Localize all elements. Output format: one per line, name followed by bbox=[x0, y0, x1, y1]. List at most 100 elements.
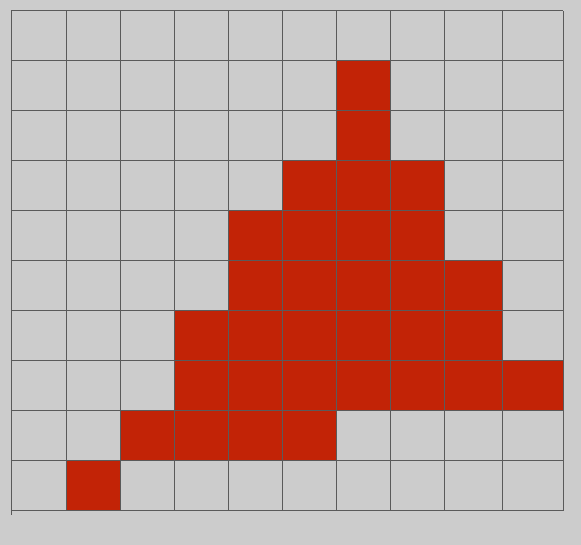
grid-cell-empty[interactable] bbox=[121, 311, 175, 361]
grid-cell-empty[interactable] bbox=[12, 411, 67, 461]
grid-cell-empty[interactable] bbox=[445, 11, 503, 61]
grid-cell-empty[interactable] bbox=[445, 61, 503, 111]
grid-cell-empty[interactable] bbox=[12, 11, 67, 61]
grid-cell-filled[interactable] bbox=[391, 311, 445, 361]
grid-cell-empty[interactable] bbox=[503, 211, 564, 261]
grid-cell-empty[interactable] bbox=[503, 61, 564, 111]
grid-cell-empty[interactable] bbox=[12, 261, 67, 311]
grid-cell-empty[interactable] bbox=[229, 61, 283, 111]
grid-cell-filled[interactable] bbox=[337, 161, 391, 211]
grid-cell-filled[interactable] bbox=[283, 411, 337, 461]
grid-cell-filled[interactable] bbox=[283, 161, 337, 211]
grid-cell-empty[interactable] bbox=[67, 411, 121, 461]
grid-cell-empty[interactable] bbox=[229, 161, 283, 211]
grid-cell-empty[interactable] bbox=[445, 411, 503, 461]
grid-cell-filled[interactable] bbox=[391, 261, 445, 311]
grid-cell-filled[interactable] bbox=[229, 361, 283, 411]
grid-cell-empty[interactable] bbox=[283, 461, 337, 511]
grid-cell-empty[interactable] bbox=[445, 161, 503, 211]
grid-cell-filled[interactable] bbox=[445, 361, 503, 411]
grid-cell-filled[interactable] bbox=[229, 211, 283, 261]
grid-cell-filled[interactable] bbox=[391, 361, 445, 411]
grid-cell-empty[interactable] bbox=[67, 211, 121, 261]
grid-cell-empty[interactable] bbox=[391, 11, 445, 61]
grid-cell-empty[interactable] bbox=[503, 311, 564, 361]
grid-cell-empty[interactable] bbox=[121, 161, 175, 211]
grid-cell-filled[interactable] bbox=[175, 311, 229, 361]
grid-cell-filled[interactable] bbox=[229, 311, 283, 361]
grid-cell-empty[interactable] bbox=[67, 61, 121, 111]
grid-cell-filled[interactable] bbox=[445, 311, 503, 361]
grid-cell-empty[interactable] bbox=[503, 161, 564, 211]
grid-cell-empty[interactable] bbox=[175, 111, 229, 161]
grid-cell-empty[interactable] bbox=[121, 111, 175, 161]
grid-cell-empty[interactable] bbox=[12, 361, 67, 411]
grid-cell-empty[interactable] bbox=[503, 411, 564, 461]
grid-cell-filled[interactable] bbox=[175, 411, 229, 461]
grid-cell-filled[interactable] bbox=[337, 211, 391, 261]
grid-cell-empty[interactable] bbox=[12, 161, 67, 211]
grid-cell-filled[interactable] bbox=[391, 211, 445, 261]
grid-cell-filled[interactable] bbox=[229, 261, 283, 311]
grid-cell-filled[interactable] bbox=[121, 411, 175, 461]
grid-cell-filled[interactable] bbox=[503, 361, 564, 411]
grid-cell-empty[interactable] bbox=[337, 411, 391, 461]
grid-cell-empty[interactable] bbox=[67, 361, 121, 411]
grid-cell-filled[interactable] bbox=[337, 261, 391, 311]
grid-cell-empty[interactable] bbox=[503, 261, 564, 311]
grid-cell-empty[interactable] bbox=[67, 111, 121, 161]
grid-cell-empty[interactable] bbox=[12, 111, 67, 161]
grid-cell-empty[interactable] bbox=[283, 61, 337, 111]
grid-cell-empty[interactable] bbox=[337, 11, 391, 61]
grid-cell-filled[interactable] bbox=[337, 361, 391, 411]
grid-cell-empty[interactable] bbox=[391, 411, 445, 461]
grid-cell-empty[interactable] bbox=[175, 61, 229, 111]
grid-cell-empty[interactable] bbox=[445, 211, 503, 261]
grid-cell-empty[interactable] bbox=[175, 161, 229, 211]
grid-cell-empty[interactable] bbox=[121, 11, 175, 61]
grid-cell-filled[interactable] bbox=[283, 211, 337, 261]
grid-cell-empty[interactable] bbox=[175, 211, 229, 261]
grid-cell-empty[interactable] bbox=[12, 211, 67, 261]
grid-cell-empty[interactable] bbox=[391, 111, 445, 161]
grid-cell-filled[interactable] bbox=[283, 261, 337, 311]
grid-cell-empty[interactable] bbox=[12, 311, 67, 361]
grid-cell-empty[interactable] bbox=[445, 461, 503, 511]
grid-cell-empty[interactable] bbox=[12, 61, 67, 111]
grid-cell-empty[interactable] bbox=[67, 261, 121, 311]
grid-cell-filled[interactable] bbox=[229, 411, 283, 461]
grid-cell-filled[interactable] bbox=[67, 461, 121, 511]
grid-cell-empty[interactable] bbox=[121, 461, 175, 511]
grid-cell-filled[interactable] bbox=[337, 311, 391, 361]
grid-cell-empty[interactable] bbox=[121, 361, 175, 411]
grid-cell-empty[interactable] bbox=[503, 11, 564, 61]
grid-cell-empty[interactable] bbox=[283, 11, 337, 61]
grid-cell-empty[interactable] bbox=[229, 111, 283, 161]
grid-cell-empty[interactable] bbox=[121, 211, 175, 261]
grid-cell-filled[interactable] bbox=[445, 261, 503, 311]
grid-cell-empty[interactable] bbox=[175, 461, 229, 511]
grid-cell-filled[interactable] bbox=[391, 161, 445, 211]
grid-cell-empty[interactable] bbox=[503, 461, 564, 511]
grid-cell-filled[interactable] bbox=[175, 361, 229, 411]
grid-cell-empty[interactable] bbox=[445, 111, 503, 161]
grid-cell-empty[interactable] bbox=[337, 461, 391, 511]
grid-cell-filled[interactable] bbox=[337, 61, 391, 111]
grid-cell-empty[interactable] bbox=[283, 111, 337, 161]
grid-cell-empty[interactable] bbox=[12, 461, 67, 511]
grid-cell-filled[interactable] bbox=[337, 111, 391, 161]
grid-cell-empty[interactable] bbox=[121, 261, 175, 311]
grid-cell-empty[interactable] bbox=[175, 261, 229, 311]
grid-cell-empty[interactable] bbox=[503, 111, 564, 161]
grid-cell-empty[interactable] bbox=[391, 61, 445, 111]
grid-cell-empty[interactable] bbox=[121, 61, 175, 111]
grid-cell-empty[interactable] bbox=[229, 461, 283, 511]
grid-cell-empty[interactable] bbox=[175, 11, 229, 61]
grid-cell-empty[interactable] bbox=[229, 11, 283, 61]
grid-cell-filled[interactable] bbox=[283, 361, 337, 411]
grid-cell-empty[interactable] bbox=[391, 461, 445, 511]
grid-cell-empty[interactable] bbox=[67, 11, 121, 61]
grid-cell-filled[interactable] bbox=[283, 311, 337, 361]
grid-cell-empty[interactable] bbox=[67, 161, 121, 211]
grid-cell-empty[interactable] bbox=[67, 311, 121, 361]
